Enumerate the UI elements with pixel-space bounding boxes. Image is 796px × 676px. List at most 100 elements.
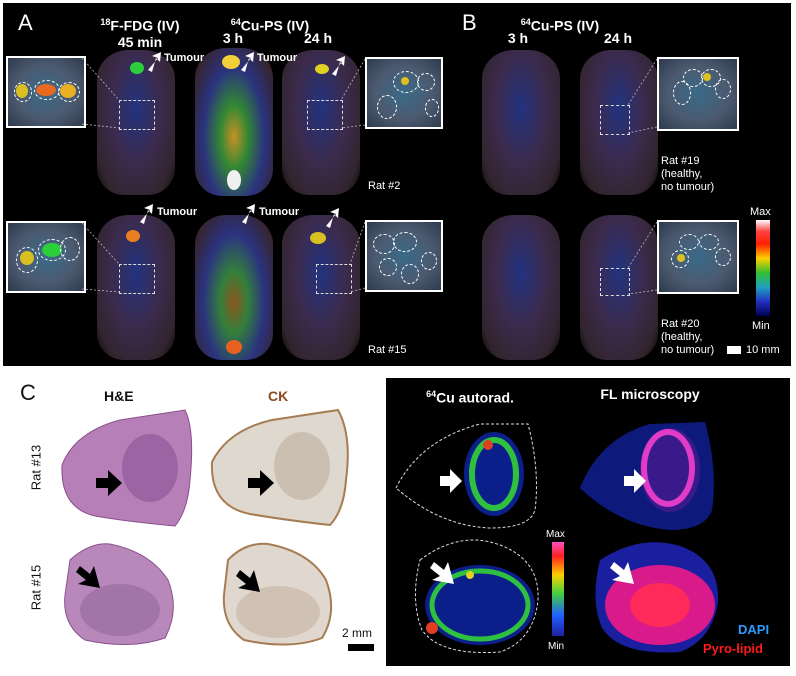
autorad-rat15 xyxy=(414,539,539,653)
rat20-id: Rat #20 xyxy=(661,318,700,330)
rat19-note2: no tumour) xyxy=(661,181,715,193)
autorad-rat13 xyxy=(395,423,537,529)
zoom-inset-b-rat19 xyxy=(657,57,739,131)
dashed-outline xyxy=(421,252,437,270)
header-autorad: 64Cu autorad. xyxy=(410,386,530,406)
dashed-outline xyxy=(377,95,397,119)
header-ck: CK xyxy=(268,388,289,404)
rat20-note2: no tumour) xyxy=(661,344,715,356)
header-cu-a-isotope: 64 xyxy=(230,17,241,27)
header-autorad-isotope: 64 xyxy=(426,389,437,399)
header-fl: FL microscopy xyxy=(600,386,700,402)
ck-section-rat15 xyxy=(222,542,333,646)
colorbar-c xyxy=(552,542,564,636)
header-cu-b-isotope: 64 xyxy=(520,17,531,27)
pet-image-fdg-rat2 xyxy=(97,50,175,195)
scale-bar-c-label: 2 mm xyxy=(342,626,372,640)
he-section-rat13 xyxy=(61,409,193,527)
he-section-rat15 xyxy=(64,543,174,645)
scale-bar-b-label: 10 mm xyxy=(746,344,780,356)
hotspot xyxy=(401,77,409,85)
colorbar-b-max: Max xyxy=(750,206,771,218)
dashed-outline xyxy=(58,82,80,102)
dashed-outline xyxy=(425,99,439,117)
header-cu-b-24h: 24 h xyxy=(603,30,632,46)
header-autorad-text: Cu autorad. xyxy=(436,389,514,406)
header-fdg-isotope: 18 xyxy=(100,17,111,27)
tumour-label: Tumour xyxy=(259,206,300,218)
tumour-label: Tumour xyxy=(257,52,298,64)
rat-label-rat2: Rat #2 xyxy=(368,180,401,192)
rat19-note1: (healthy, xyxy=(661,168,703,180)
zoom-inset-fdg-rat15 xyxy=(6,221,86,293)
panel-b-label: B xyxy=(462,10,477,35)
zoom-inset-b-rat20 xyxy=(657,220,739,294)
dashed-outline xyxy=(417,73,435,91)
roi-box xyxy=(119,264,155,294)
arrow-icon xyxy=(430,562,454,584)
roi-box xyxy=(600,268,630,296)
dashed-outline xyxy=(393,232,417,252)
header-cu-a: 64Cu-PS (IV) xyxy=(210,14,330,34)
hotspot xyxy=(130,62,144,74)
header-cu-a-24h: 24 h xyxy=(303,30,332,46)
scale-bar-b xyxy=(727,346,741,354)
header-fdg: 18F-FDG (IV) 45 min xyxy=(90,14,190,50)
roi-box xyxy=(600,105,630,135)
scale-bar-c xyxy=(348,644,374,651)
arrow-icon xyxy=(76,566,100,588)
pet-image-cu24h-rat2 xyxy=(282,50,360,195)
legend-pyro-lipid: Pyro-lipid xyxy=(703,641,763,656)
rat20-note1: (healthy, xyxy=(661,331,703,343)
header-fdg-tracer: F-FDG (IV) xyxy=(110,17,180,34)
dashed-outline xyxy=(14,82,32,102)
tumour-label: Tumour xyxy=(164,52,205,64)
rat-label-rat20: Rat #20 (healthy, no tumour) xyxy=(661,318,714,357)
header-cu-b: 64Cu-PS (IV) xyxy=(505,14,615,34)
hotspot xyxy=(126,230,140,242)
tumour-label: Tumour xyxy=(157,206,198,218)
dashed-outline xyxy=(715,248,731,266)
hotspot xyxy=(222,55,240,69)
hotspot xyxy=(703,73,711,81)
dashed-outline xyxy=(671,250,689,268)
header-he: H&E xyxy=(104,388,134,404)
hotspot xyxy=(310,232,326,244)
dashed-outline xyxy=(679,234,699,250)
colorbar-c-min: Min xyxy=(548,641,565,652)
panel-c-label: C xyxy=(20,380,36,405)
colorbar-b-min: Min xyxy=(752,320,770,332)
dashed-outline xyxy=(701,69,721,87)
roi-box xyxy=(316,264,352,294)
header-cu-b-tracer: Cu-PS (IV) xyxy=(530,17,600,34)
dashed-outline xyxy=(699,234,719,250)
zoom-inset-cu24h-rat15 xyxy=(365,220,443,292)
header-fdg-time: 45 min xyxy=(117,33,163,50)
pet-image-b-24h-rat20 xyxy=(580,215,658,360)
hotspot xyxy=(677,254,685,262)
zoom-inset-fdg-rat2 xyxy=(6,56,86,128)
pet-image-cu3h-rat15 xyxy=(195,215,273,360)
arrow-icon xyxy=(96,470,122,496)
hotspot xyxy=(226,340,242,354)
arrow-icon xyxy=(624,469,646,493)
pet-image-b-24h-rat19 xyxy=(580,50,658,195)
pet-image-b-3h-rat20 xyxy=(482,215,560,360)
hotspot xyxy=(227,170,241,190)
zoom-inset-cu24h-rat2 xyxy=(365,57,443,129)
colorbar-b xyxy=(756,220,770,316)
panel-a-label: A xyxy=(18,10,33,35)
fl-rat13 xyxy=(580,422,714,530)
dashed-outline xyxy=(16,247,38,273)
rat19-id: Rat #19 xyxy=(661,155,700,167)
dashed-outline xyxy=(715,79,731,99)
connector-lines xyxy=(81,52,658,295)
ck-section-rat13 xyxy=(210,408,349,527)
colorbar-c-max: Max xyxy=(546,529,565,540)
hotspot xyxy=(315,64,329,74)
dashed-outline xyxy=(401,264,419,284)
dashed-outline xyxy=(379,258,397,276)
arrow-icon xyxy=(236,570,260,592)
